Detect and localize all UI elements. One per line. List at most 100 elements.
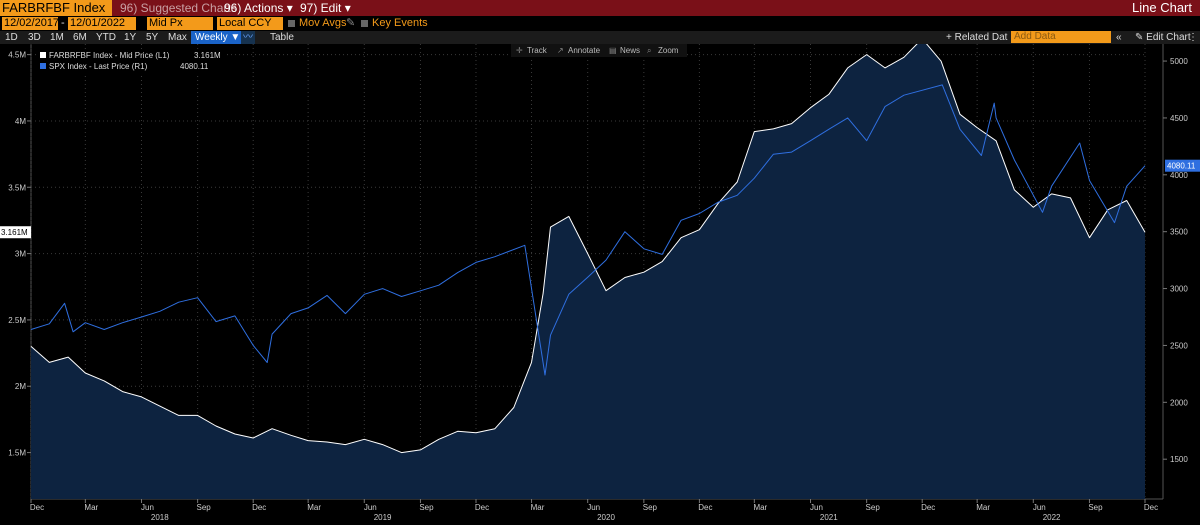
right-tick-label: 2000 <box>1170 398 1188 407</box>
start-date-field[interactable]: 12/02/2017 <box>2 17 60 30</box>
right-tick-label: 3500 <box>1170 228 1188 237</box>
left-last-value-tag <box>0 226 31 239</box>
x-tick-label: Jun <box>587 503 600 512</box>
legend: FARBRFBF Index - Mid Price (L1) 3.161M S… <box>38 49 224 75</box>
mov-avgs-checkbox[interactable] <box>288 20 295 27</box>
chart-tools-bar <box>511 44 687 57</box>
edit-menu[interactable]: 97) Edit ▾ <box>300 1 351 15</box>
left-tick-label: 2.5M <box>8 316 26 325</box>
range-6m[interactable]: 6M <box>73 32 87 43</box>
legend-swatch-spx <box>40 63 46 69</box>
chart-type-title: Line Chart <box>1132 0 1192 15</box>
more-icon[interactable]: ⋮ <box>1188 32 1198 43</box>
ticker-field[interactable]: FARBRFBF Index <box>0 0 112 16</box>
x-tick-label: Sep <box>866 503 881 512</box>
x-tick-label: Sep <box>643 503 658 512</box>
series-line-farbrfbf <box>30 44 1146 454</box>
key-events-checkbox[interactable] <box>361 20 368 27</box>
annotate-tool[interactable]: Annotate <box>568 46 601 55</box>
collapse-icon[interactable]: « <box>1116 32 1122 43</box>
left-tick-label: 3.5M <box>8 183 26 192</box>
range-3d[interactable]: 3D <box>28 32 41 43</box>
track-tool[interactable]: Track <box>527 46 548 55</box>
right-tick-label: 4500 <box>1170 114 1188 123</box>
x-tick-label: Dec <box>475 503 489 512</box>
x-tick-label: Jun <box>1033 503 1046 512</box>
x-year-label: 2019 <box>374 513 392 522</box>
pencil-icon: ✎ <box>1135 32 1147 43</box>
legend-label-spx: SPX Index - Last Price (R1) <box>49 62 148 71</box>
x-tick-label: Dec <box>1144 503 1158 512</box>
legend-value-spx: 4080.11 <box>180 62 209 71</box>
left-tick-label: 1.5M <box>8 449 26 458</box>
x-year-label: 2018 <box>151 513 169 522</box>
chart-tools: ✛ Track ↗ Annotate ▤ News ⌕ Zoom <box>511 44 687 57</box>
news-icon: ▤ <box>609 46 617 55</box>
periodicity-select[interactable]: Weekly ▼ <box>191 31 245 44</box>
x-tick-label: Sep <box>1088 503 1103 512</box>
annotate-icon: ↗ <box>557 46 564 55</box>
area-fill-farbrfbf <box>31 44 1145 499</box>
left-last-value-label: 3.161M <box>1 228 28 237</box>
left-tick-label: 3M <box>15 250 26 259</box>
range-5y[interactable]: 5Y <box>146 32 159 43</box>
right-tick-label: 3000 <box>1170 285 1188 294</box>
settings-bar <box>0 16 1200 31</box>
currency-select[interactable]: Local CCY <box>217 17 283 30</box>
range-ytd[interactable]: YTD <box>96 32 116 43</box>
zoom-tool[interactable]: Zoom <box>658 46 679 55</box>
right-tick-label: 5000 <box>1170 57 1188 66</box>
x-year-label: 2020 <box>597 513 615 522</box>
range-1m[interactable]: 1M <box>50 32 64 43</box>
legend-swatch-farbrfbf <box>40 52 46 58</box>
x-tick-label: Jun <box>141 503 154 512</box>
x-tick-label: Dec <box>921 503 935 512</box>
x-year-label: 2022 <box>1043 513 1061 522</box>
range-1y[interactable]: 1Y <box>124 32 137 43</box>
mov-avgs-label[interactable]: Mov Avgs <box>299 17 347 29</box>
related-data-button[interactable]: + Related Dat <box>946 32 1008 43</box>
x-tick-label: Dec <box>252 503 266 512</box>
range-1d[interactable]: 1D <box>5 32 18 43</box>
x-tick-label: Mar <box>307 503 321 512</box>
track-icon: ✛ <box>516 46 523 55</box>
actions-menu[interactable]: 96) Actions ▾ <box>224 1 293 15</box>
legend-box <box>38 49 224 75</box>
price-field-select[interactable]: Mid Px <box>147 17 213 30</box>
left-tick-label: 4M <box>15 117 26 126</box>
x-tick-label: Mar <box>84 503 98 512</box>
x-tick-label: Sep <box>197 503 212 512</box>
x-tick-label: Sep <box>419 503 434 512</box>
x-tick-label: Dec <box>30 503 44 512</box>
table-button[interactable]: Table <box>270 32 294 43</box>
right-tick-label: 4000 <box>1170 171 1188 180</box>
x-tick-label: Mar <box>753 503 767 512</box>
left-tick-label: 4.5M <box>8 51 26 60</box>
line-chart[interactable]: Dec Mar Jun Sep Dec Mar Jun Sep Dec Mar Jun Sep Dec M… <box>0 44 1200 525</box>
right-last-value-tag <box>1165 159 1200 172</box>
x-tick-label: Jun <box>364 503 377 512</box>
key-events-label[interactable]: Key Events <box>372 17 428 29</box>
right-tick-label: 2500 <box>1170 341 1188 350</box>
x-tick-label: Dec <box>698 503 712 512</box>
edit-chart-label: Edit Chart <box>1146 32 1191 43</box>
line-style-icon[interactable]: 〰 <box>241 31 255 44</box>
x-year-label: 2021 <box>820 513 838 522</box>
news-tool[interactable]: News <box>620 46 640 55</box>
x-tick-label: Mar <box>976 503 990 512</box>
add-data-input[interactable]: Add Data <box>1011 31 1111 43</box>
x-tick-label: Jun <box>810 503 823 512</box>
edit-chart-button[interactable]: ✎ Edit Chart <box>1135 31 1191 44</box>
end-date-field[interactable]: 12/01/2022 <box>68 17 136 30</box>
zoom-icon: ⌕ <box>647 46 651 55</box>
suggested-charts-menu[interactable]: 96) Suggested Charts <box>120 1 237 15</box>
left-tick-label: 2M <box>15 382 26 391</box>
range-max[interactable]: Max <box>168 32 187 43</box>
legend-label-farbrfbf: FARBRFBF Index - Mid Price (L1) <box>49 51 170 60</box>
date-separator: - <box>61 17 65 29</box>
pencil-icon[interactable]: ✎ <box>346 17 356 29</box>
right-last-value-label: 4080.11 <box>1167 162 1196 171</box>
title-bar: FARBRFBF Index 96) Suggested Charts 96) … <box>0 0 1200 16</box>
legend-value-farbrfbf: 3.161M <box>194 51 221 60</box>
range-bar <box>0 31 1200 44</box>
